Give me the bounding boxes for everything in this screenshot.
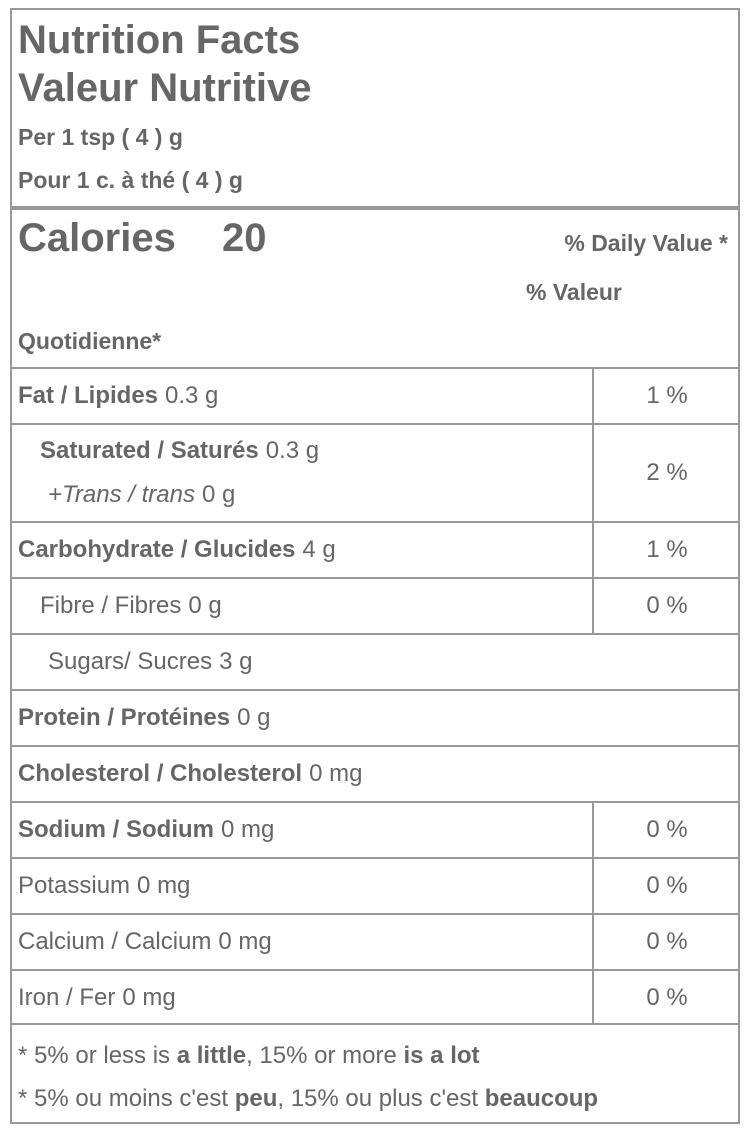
footnote-bold: is a lot [403, 1042, 480, 1069]
daily-value: 2 % [592, 425, 740, 521]
nutrient-row: Sugars/ Sucres 3 g [12, 633, 738, 689]
footnote-bold: beaucoup [484, 1085, 599, 1112]
nutrient-name: Fat / Lipides [18, 382, 159, 409]
daily-value: 1 % [592, 523, 740, 577]
nutrient-row: Potassium 0 mg 0 % [12, 857, 738, 913]
nutrient-row: Carbohydrate / Glucides 4 g 1 % [12, 521, 738, 577]
nutrient-name: Calcium / Calcium [18, 928, 212, 955]
amount: 0 mg [221, 816, 275, 843]
dv-header: Quotidienne* [18, 328, 162, 354]
nutrient-name: Protein / Protéines [18, 704, 231, 731]
footnote-text: * 5% ou moins c'est [18, 1085, 229, 1112]
amount: 0 g [201, 481, 236, 508]
nutrient-name: Sodium / Sodium [18, 816, 214, 843]
nutrient-row: Sodium / Sodium 0 mg 0 % [12, 801, 738, 857]
nutrient-name: Cholesterol / Cholesterol [18, 760, 303, 787]
nutrient-row: Protein / Protéines 0 g [12, 689, 738, 745]
nutrient-name: Iron / Fer [18, 984, 116, 1011]
amount: 0 mg [137, 872, 191, 899]
nutrient-row: Fibre / Fibres 0 g 0 % [12, 577, 738, 633]
nutrient-name: Saturated / Saturés [40, 437, 259, 464]
footnote-text: , 15% ou plus c'est [277, 1085, 479, 1112]
nutrient-row: Calcium / Calcium 0 mg 0 % [12, 913, 738, 969]
daily-value: 0 % [592, 579, 740, 633]
amount: 4 g [302, 536, 336, 563]
footnote-text: , 15% or more [246, 1042, 397, 1069]
footnote-text: * 5% or less is [18, 1042, 171, 1069]
serving-fr: Pour 1 c. à thé ( 4 ) g [18, 167, 243, 193]
dv-header: % Valeur [526, 279, 622, 305]
footnote-bold: peu [234, 1085, 278, 1112]
footnote-bold: a little [176, 1042, 247, 1069]
nutrient-row: Fat / Lipides 0.3 g 1 % [12, 367, 738, 423]
amount: 0 mg [122, 984, 176, 1011]
daily-value: 0 % [592, 971, 740, 1025]
amount: 0.3 g [265, 437, 320, 464]
calories-value: 20 [222, 216, 267, 260]
nutrient-name: Fibre / Fibres [40, 592, 182, 619]
serving: Per 1 tsp ( 4 ) g [18, 124, 183, 150]
amount: 0 mg [218, 928, 272, 955]
daily-value: 0 % [592, 803, 740, 857]
title-fr: Valeur Nutritive [18, 66, 312, 110]
thick-rule [12, 206, 738, 210]
amount: 0 mg [309, 760, 363, 787]
nutrient-row: Cholesterol / Cholesterol 0 mg [12, 745, 738, 801]
dv-header: % Daily Value * [564, 230, 728, 256]
rule [12, 1023, 738, 1025]
nutrient-row: Saturated / Saturés 0.3 g +Trans / trans 0… [12, 423, 738, 521]
amount: 0 g [188, 592, 222, 619]
amount: 3 g [219, 648, 253, 675]
daily-value: 0 % [592, 859, 740, 913]
nutrient-name: +Trans / trans [48, 481, 195, 508]
daily-value: 1 % [592, 369, 740, 423]
calories-label: Calories [18, 216, 176, 260]
nutrient-name: Carbohydrate / Glucides [18, 536, 296, 563]
amount: 0.3 g [165, 382, 219, 409]
nutrient-name: Potassium [18, 872, 131, 899]
amount: 0 g [237, 704, 271, 731]
nutrition-label: Nutrition Facts Valeur Nutritive Per 1 t… [10, 8, 740, 1124]
footnote: * 5% ou moins c'est peu, 15% ou plus c'e… [18, 1085, 598, 1113]
daily-value: 0 % [592, 915, 740, 969]
title: Nutrition Facts [18, 18, 301, 62]
nutrient-name: Sugars/ Sucres [48, 648, 213, 675]
nutrient-row: Iron / Fer 0 mg 0 % [12, 969, 738, 1025]
footnote: * 5% or less is a little, 15% or more is… [18, 1042, 480, 1070]
